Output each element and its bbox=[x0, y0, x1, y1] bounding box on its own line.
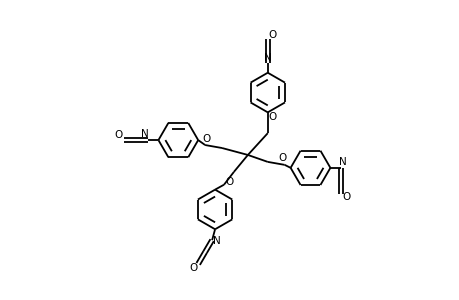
Text: O: O bbox=[268, 112, 276, 122]
Text: O: O bbox=[278, 153, 286, 163]
Text: N: N bbox=[213, 236, 220, 246]
Text: O: O bbox=[268, 30, 276, 40]
Text: O: O bbox=[189, 263, 197, 273]
Text: O: O bbox=[341, 192, 350, 202]
Text: O: O bbox=[114, 130, 123, 140]
Text: N: N bbox=[263, 53, 271, 63]
Text: N: N bbox=[140, 129, 148, 139]
Text: O: O bbox=[202, 134, 210, 144]
Text: N: N bbox=[339, 157, 347, 167]
Text: O: O bbox=[225, 177, 234, 187]
